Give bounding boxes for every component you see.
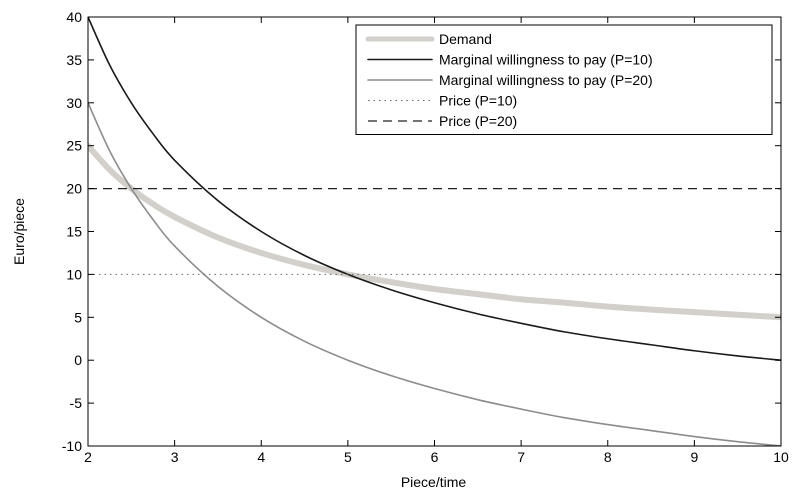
x-tick-label: 4 [257, 449, 265, 465]
legend-entry: Marginal willingness to pay (P=10) [439, 52, 653, 68]
y-tick-label: -5 [70, 395, 83, 411]
x-tick-label: 7 [517, 449, 525, 465]
legend-entry: Marginal willingness to pay (P=20) [439, 72, 653, 88]
axes: 2 3 4 5 6 7 8 9 10 -10 -5 0 5 10 15 20 25 30 35 40 Piece/tim… [11, 9, 789, 490]
x-tick-label: 10 [773, 449, 789, 465]
legend-entry: Price (P=20) [439, 113, 517, 129]
y-axis-label: Euro/piece [11, 198, 27, 265]
series-layer [88, 17, 781, 446]
y-tick-label: 35 [66, 52, 82, 68]
series-line-2 [88, 102, 781, 446]
series-line-1 [88, 17, 781, 361]
y-tick-label: 15 [66, 224, 82, 240]
x-tick-label: 8 [604, 449, 612, 465]
y-tick-label: 30 [66, 95, 82, 111]
legend: Demand Marginal willingness to pay (P=10)… [355, 24, 773, 135]
y-tick-label: 10 [66, 266, 82, 282]
y-tick-label: -10 [62, 438, 82, 454]
y-tick-label: 25 [66, 138, 82, 154]
y-tick-label: 40 [66, 9, 82, 25]
x-tick-label: 2 [84, 449, 92, 465]
y-tick-label: 0 [74, 352, 82, 368]
series-line-0 [88, 142, 781, 321]
x-tick-label: 3 [171, 449, 179, 465]
legend-entry: Demand [439, 31, 492, 47]
x-axis-label: Piece/time [401, 474, 467, 490]
legend-entry: Price (P=10) [439, 93, 517, 109]
y-tick-label: 20 [66, 181, 82, 197]
x-tick-label: 6 [431, 449, 439, 465]
y-tick-label: 5 [74, 309, 82, 325]
x-tick-label: 9 [690, 449, 698, 465]
x-tick-label: 5 [344, 449, 352, 465]
